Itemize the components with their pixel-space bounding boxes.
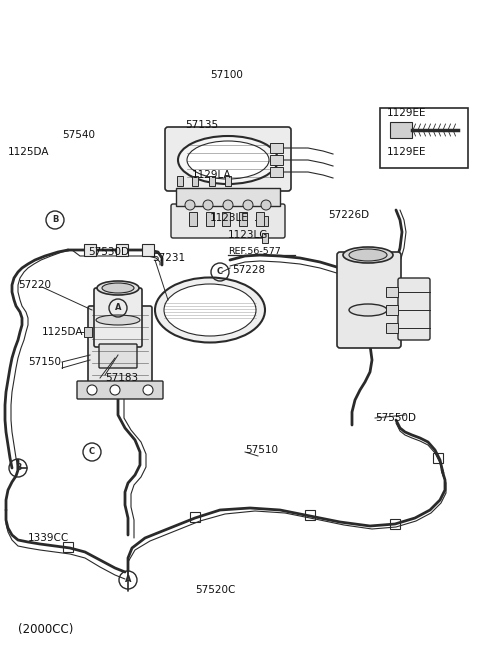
- Text: 1123LE: 1123LE: [210, 213, 249, 223]
- Ellipse shape: [102, 283, 134, 293]
- Ellipse shape: [164, 284, 256, 336]
- Bar: [84, 327, 92, 337]
- Text: (2000CC): (2000CC): [18, 623, 73, 636]
- Circle shape: [110, 385, 120, 395]
- Text: REF.56-577: REF.56-577: [228, 247, 281, 256]
- Ellipse shape: [97, 281, 139, 295]
- Ellipse shape: [155, 277, 265, 342]
- Bar: [386, 287, 398, 297]
- Bar: [225, 176, 231, 186]
- FancyBboxPatch shape: [88, 306, 152, 390]
- Bar: [386, 305, 398, 315]
- FancyBboxPatch shape: [398, 278, 430, 340]
- Bar: [63, 542, 73, 552]
- Circle shape: [243, 200, 253, 210]
- Text: B: B: [52, 216, 58, 224]
- Bar: [270, 143, 283, 153]
- Text: A: A: [115, 304, 121, 312]
- Text: 1129EE: 1129EE: [387, 147, 427, 157]
- Text: 57540: 57540: [62, 130, 95, 140]
- Circle shape: [223, 200, 233, 210]
- Bar: [305, 510, 315, 520]
- Text: 1125DA: 1125DA: [8, 147, 49, 157]
- Text: 57520C: 57520C: [195, 585, 235, 595]
- Bar: [209, 176, 215, 186]
- Bar: [270, 167, 283, 177]
- FancyBboxPatch shape: [94, 288, 142, 347]
- Bar: [177, 176, 183, 186]
- Text: 1123LG: 1123LG: [228, 230, 268, 240]
- Bar: [386, 323, 398, 333]
- FancyBboxPatch shape: [77, 381, 163, 399]
- Text: 57510: 57510: [245, 445, 278, 455]
- Text: 57530D: 57530D: [88, 247, 129, 257]
- Text: C: C: [89, 447, 95, 457]
- Bar: [390, 519, 400, 529]
- Bar: [84, 244, 96, 256]
- Bar: [262, 233, 268, 243]
- Text: 57228: 57228: [232, 265, 265, 275]
- Bar: [189, 212, 197, 226]
- Text: 1129EE: 1129EE: [387, 108, 427, 118]
- Bar: [176, 188, 280, 206]
- Bar: [222, 212, 230, 226]
- Text: C: C: [217, 268, 223, 276]
- Circle shape: [87, 385, 97, 395]
- Circle shape: [185, 200, 195, 210]
- Text: 57231: 57231: [152, 253, 185, 263]
- Text: 57150: 57150: [28, 357, 61, 367]
- Bar: [142, 244, 154, 256]
- Ellipse shape: [343, 247, 393, 263]
- Text: 57550D: 57550D: [375, 413, 416, 423]
- Ellipse shape: [349, 304, 387, 316]
- Circle shape: [203, 200, 213, 210]
- FancyBboxPatch shape: [171, 204, 285, 238]
- Bar: [206, 212, 214, 226]
- Bar: [270, 155, 283, 165]
- Text: 57220: 57220: [18, 280, 51, 290]
- Text: 57135: 57135: [185, 120, 218, 130]
- Text: 1125DA: 1125DA: [42, 327, 84, 337]
- Ellipse shape: [96, 315, 140, 325]
- Ellipse shape: [187, 141, 269, 179]
- Text: 1339CC: 1339CC: [28, 533, 69, 543]
- Bar: [262, 216, 268, 226]
- Ellipse shape: [349, 249, 387, 261]
- Text: 1129LA: 1129LA: [192, 170, 232, 180]
- Circle shape: [143, 385, 153, 395]
- FancyBboxPatch shape: [165, 127, 291, 191]
- Bar: [380, 108, 468, 168]
- Text: 57100: 57100: [210, 70, 243, 80]
- Text: A: A: [125, 575, 131, 584]
- Bar: [433, 453, 443, 463]
- FancyBboxPatch shape: [99, 344, 137, 368]
- FancyBboxPatch shape: [337, 252, 401, 348]
- Bar: [192, 176, 198, 186]
- Bar: [190, 512, 200, 522]
- Ellipse shape: [178, 136, 278, 184]
- Text: 57226D: 57226D: [328, 210, 369, 220]
- Circle shape: [261, 200, 271, 210]
- Bar: [390, 122, 412, 138]
- Bar: [256, 212, 264, 226]
- Bar: [116, 244, 128, 256]
- Text: B: B: [15, 464, 21, 472]
- Text: 57183: 57183: [105, 373, 138, 383]
- Bar: [239, 212, 247, 226]
